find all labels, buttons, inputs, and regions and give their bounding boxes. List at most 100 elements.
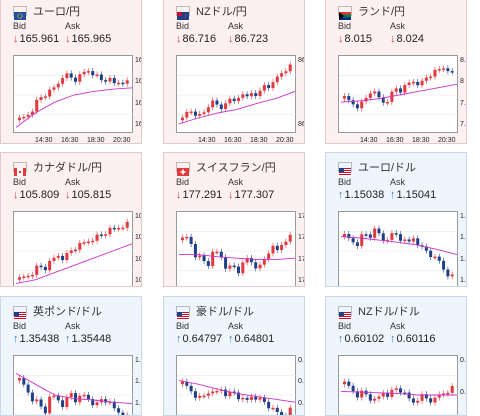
rate-card[interactable]: 英ポンド/ドル Bid Ask ↑1.35438 ↑1.35448 1.358 1…: [0, 296, 142, 416]
rate-card[interactable]: ランド/円 Bid Ask ↓8.015 ↓8.024 8.0287.987.9…: [325, 0, 467, 144]
pair-header[interactable]: NZドル/ドル: [338, 303, 420, 320]
y-tick-label: 177.6: [298, 213, 304, 220]
y-tick-label: 8: [460, 78, 464, 86]
pair-name[interactable]: ランド/円: [358, 6, 406, 18]
y-tick-label: 1.152: [460, 255, 466, 263]
us-flag-icon: [338, 162, 352, 176]
rate-card[interactable]: ユーロ/円 Bid Ask ↓165.961 ↓165.965 166165.8…: [0, 0, 142, 144]
up-arrow-icon: ↑: [228, 333, 234, 345]
ask-label: Ask: [390, 21, 406, 31]
candlestick-chart[interactable]: [13, 55, 134, 133]
y-tick-label: 105.8: [135, 213, 141, 220]
down-arrow-icon: ↓: [228, 189, 234, 201]
pair-name[interactable]: スイスフラン/円: [196, 162, 276, 174]
candlestick-chart[interactable]: [176, 55, 297, 133]
down-arrow-icon: ↓: [228, 33, 234, 45]
y-tick-label: 7.98: [460, 99, 466, 107]
ask-value: ↑1.15041: [390, 189, 436, 201]
bid-value: ↑0.60102: [338, 333, 384, 345]
ask-price: 0.60116: [396, 333, 436, 345]
down-arrow-icon: ↓: [176, 189, 182, 201]
y-tick-label: 86.4: [298, 121, 304, 128]
candlestick-chart[interactable]: [13, 355, 134, 415]
bid-price: 86.716: [182, 33, 217, 45]
rate-card[interactable]: ユーロ/ドル Bid Ask ↑1.15038 ↑1.15041 1.1561.…: [325, 152, 467, 287]
pair-name[interactable]: ユーロ/円: [33, 6, 81, 18]
pair-name[interactable]: カナダドル/円: [33, 162, 103, 174]
pair-header[interactable]: NZドル/円: [176, 3, 247, 20]
pair-name[interactable]: 豪ドル/ドル: [196, 306, 255, 318]
ask-price: 177.307: [234, 189, 275, 201]
rate-card[interactable]: 豪ドル/ドル Bid Ask ↑0.64797 ↑0.64801 0.650.6…: [163, 296, 305, 416]
ask-label: Ask: [65, 177, 81, 187]
bid-value: ↑1.35438: [13, 333, 59, 345]
pair-header[interactable]: 豪ドル/ドル: [176, 303, 255, 320]
bid-label: Bid: [176, 321, 190, 331]
x-tick-label: 18:30: [250, 137, 268, 144]
bid-price: 177.291: [182, 189, 223, 201]
eu-flag-icon: [13, 6, 27, 20]
us-flag-icon: [338, 306, 352, 320]
bid-price: 165.961: [19, 33, 60, 45]
x-tick-label: 16:30: [61, 137, 79, 144]
pair-header[interactable]: ランド/円: [338, 3, 406, 20]
y-tick-label: 166: [135, 57, 141, 64]
rate-card[interactable]: スイスフラン/円 Bid Ask ↓177.291 ↓177.307 177.6…: [163, 152, 305, 287]
y-tick-label: 1.15: [460, 277, 466, 284]
y-tick-label: 1.358: [135, 357, 141, 364]
down-arrow-icon: ↓: [65, 189, 71, 201]
pair-header[interactable]: 英ポンド/ドル: [13, 303, 103, 320]
y-tick-label: 8.02: [460, 57, 466, 64]
down-arrow-icon: ↓: [13, 33, 19, 45]
x-tick-label: 18:30: [87, 137, 105, 144]
y-tick-label: 105.6: [135, 234, 141, 242]
pair-name[interactable]: NZドル/ドル: [358, 306, 420, 318]
candlestick-chart[interactable]: [176, 355, 297, 415]
ask-label: Ask: [65, 21, 81, 31]
pair-name[interactable]: 英ポンド/ドル: [33, 306, 103, 318]
bid-value: ↓105.809: [13, 189, 59, 201]
rate-card[interactable]: NZドル/円 Bid Ask ↓86.716 ↓86.723 86.686.41…: [163, 0, 305, 144]
ask-price: 86.723: [234, 33, 269, 45]
bid-label: Bid: [13, 321, 27, 331]
y-tick-label: 0.604: [460, 357, 466, 364]
pair-name[interactable]: ユーロ/ドル: [358, 162, 417, 174]
candlestick-chart[interactable]: [338, 355, 459, 415]
bid-value: ↓177.291: [176, 189, 222, 201]
pair-header[interactable]: スイスフラン/円: [176, 159, 276, 176]
y-tick-label: 165.8: [135, 78, 141, 86]
pair-header[interactable]: ユーロ/ドル: [338, 159, 417, 176]
candlestick-chart[interactable]: [338, 211, 459, 286]
x-tick-label: 20:30: [438, 137, 456, 144]
ask-value: ↑1.35448: [65, 333, 111, 345]
ask-price: 1.15041: [396, 189, 437, 201]
y-tick-label: 1.156: [460, 213, 466, 220]
y-tick-label: 1.154: [460, 234, 466, 242]
ask-value: ↓8.024: [390, 33, 424, 45]
candlestick-chart[interactable]: [13, 211, 134, 286]
pair-header[interactable]: ユーロ/円: [13, 3, 81, 20]
bid-label: Bid: [338, 21, 352, 31]
bid-value: ↓8.015: [338, 33, 372, 45]
y-tick-label: 1.356: [135, 378, 141, 386]
x-tick-label: 14:30: [198, 137, 216, 144]
y-tick-label: 105.2: [135, 277, 141, 284]
pair-name[interactable]: NZドル/円: [196, 6, 247, 18]
x-tick-label: 14:30: [360, 137, 378, 144]
ask-label: Ask: [65, 321, 81, 331]
y-tick-label: 86.6: [298, 57, 304, 64]
down-arrow-icon: ↓: [390, 33, 396, 45]
rate-card[interactable]: カナダドル/円 Bid Ask ↓105.809 ↓105.815 105.81…: [0, 152, 142, 287]
x-tick-label: 16:30: [386, 137, 404, 144]
ask-label: Ask: [228, 177, 244, 187]
pair-header[interactable]: カナダドル/円: [13, 159, 103, 176]
candlestick-chart[interactable]: [176, 211, 297, 286]
y-tick-label: 177: [298, 277, 304, 284]
down-arrow-icon: ↓: [176, 33, 182, 45]
rate-card[interactable]: NZドル/ドル Bid Ask ↑0.60102 ↑0.60116 0.6040…: [325, 296, 467, 416]
x-tick-label: 18:30: [412, 137, 430, 144]
y-tick-label: 177.2: [298, 255, 304, 263]
candlestick-chart[interactable]: [338, 55, 459, 133]
ask-label: Ask: [390, 177, 406, 187]
ask-value: ↓165.965: [65, 33, 111, 45]
